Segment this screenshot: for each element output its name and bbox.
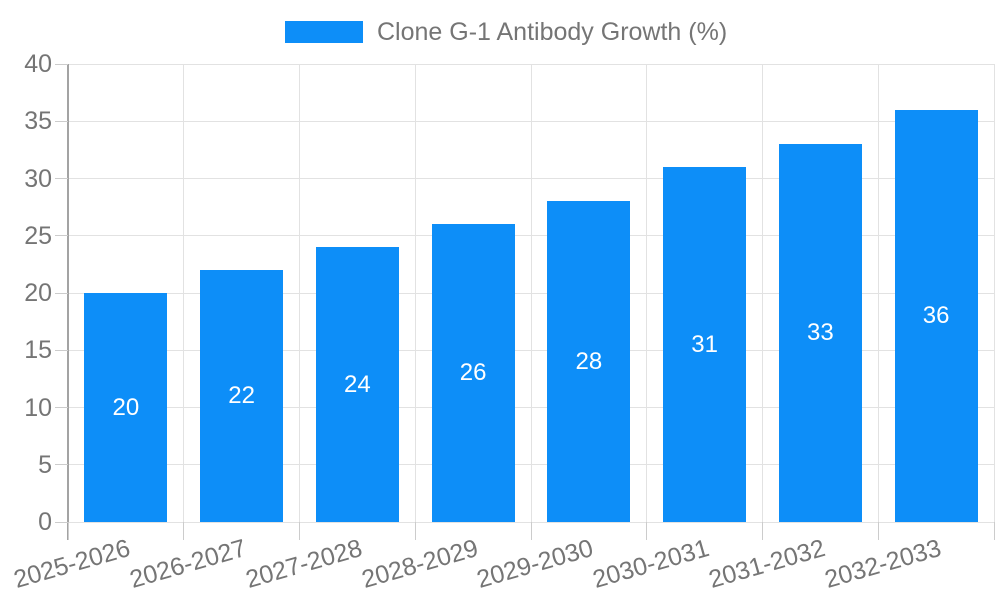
y-axis-tick-label: 35: [24, 107, 52, 136]
bar[interactable]: 24: [315, 247, 399, 522]
x-axis-tick: [183, 522, 185, 540]
x-axis-tick-label: 2028-2029: [358, 534, 481, 594]
bar-value-label: 36: [922, 301, 950, 329]
v-gridline: [530, 64, 532, 522]
bar-value-label: 26: [459, 359, 487, 387]
y-axis-tick-label: 40: [24, 50, 52, 78]
legend-label: Clone G-1 Antibody Growth (%): [377, 18, 728, 46]
x-axis-tick: [414, 522, 416, 540]
y-axis-tick-label: 0: [38, 508, 52, 536]
v-gridline: [877, 64, 879, 522]
y-axis-line: [67, 64, 69, 540]
bar[interactable]: 20: [84, 293, 168, 522]
bar[interactable]: 33: [778, 144, 862, 522]
y-axis-tick-label: 20: [24, 279, 52, 307]
x-axis-tick: [762, 522, 763, 540]
bar-value-label: 28: [575, 347, 603, 375]
v-gridline: [414, 64, 416, 522]
x-axis-tick-label: 2026-2027: [126, 534, 250, 594]
plot-area: 20 22 24 26 28 31 33 36: [67, 63, 995, 540]
v-gridline: [646, 64, 648, 522]
x-axis-tick: [530, 522, 532, 540]
bar[interactable]: 31: [663, 167, 747, 522]
y-axis-tick-label: 30: [24, 164, 52, 193]
y-axis-tick-label: 15: [24, 336, 52, 365]
legend-swatch: [285, 21, 363, 43]
bar-value-label: 24: [344, 370, 371, 398]
x-axis-tick: [877, 522, 879, 540]
bar[interactable]: 36: [894, 109, 978, 522]
v-gridline: [299, 64, 300, 522]
bar-value-label: 20: [112, 393, 140, 421]
x-axis-tick-label: 2032-2033: [821, 534, 944, 594]
x-axis-tick: [646, 522, 648, 540]
bar-value-label: 33: [807, 319, 834, 347]
y-axis-tick-label: 25: [24, 221, 52, 250]
x-axis-tick-label: 2025-2026: [10, 534, 134, 594]
bar[interactable]: 26: [431, 224, 515, 522]
chart-legend[interactable]: Clone G-1 Antibody Growth (%): [285, 18, 728, 46]
v-gridline: [762, 64, 763, 522]
v-gridline: [183, 64, 185, 522]
v-gridline: [993, 64, 995, 522]
bar-value-label: 31: [691, 330, 718, 358]
x-axis-tick-label: 2027-2028: [242, 534, 366, 594]
y-axis-tick-label: 10: [24, 393, 52, 422]
x-axis-tick: [993, 522, 995, 540]
bar[interactable]: 22: [200, 270, 284, 522]
x-axis-tick-label: 2030-2031: [589, 534, 713, 594]
y-axis-tick-label: 5: [38, 450, 52, 479]
x-axis-tick: [299, 522, 300, 540]
x-axis-tick-label: 2031-2032: [705, 534, 829, 594]
bar[interactable]: 28: [547, 201, 631, 522]
bar-value-label: 22: [228, 382, 255, 410]
x-axis-tick-label: 2029-2030: [473, 534, 597, 594]
